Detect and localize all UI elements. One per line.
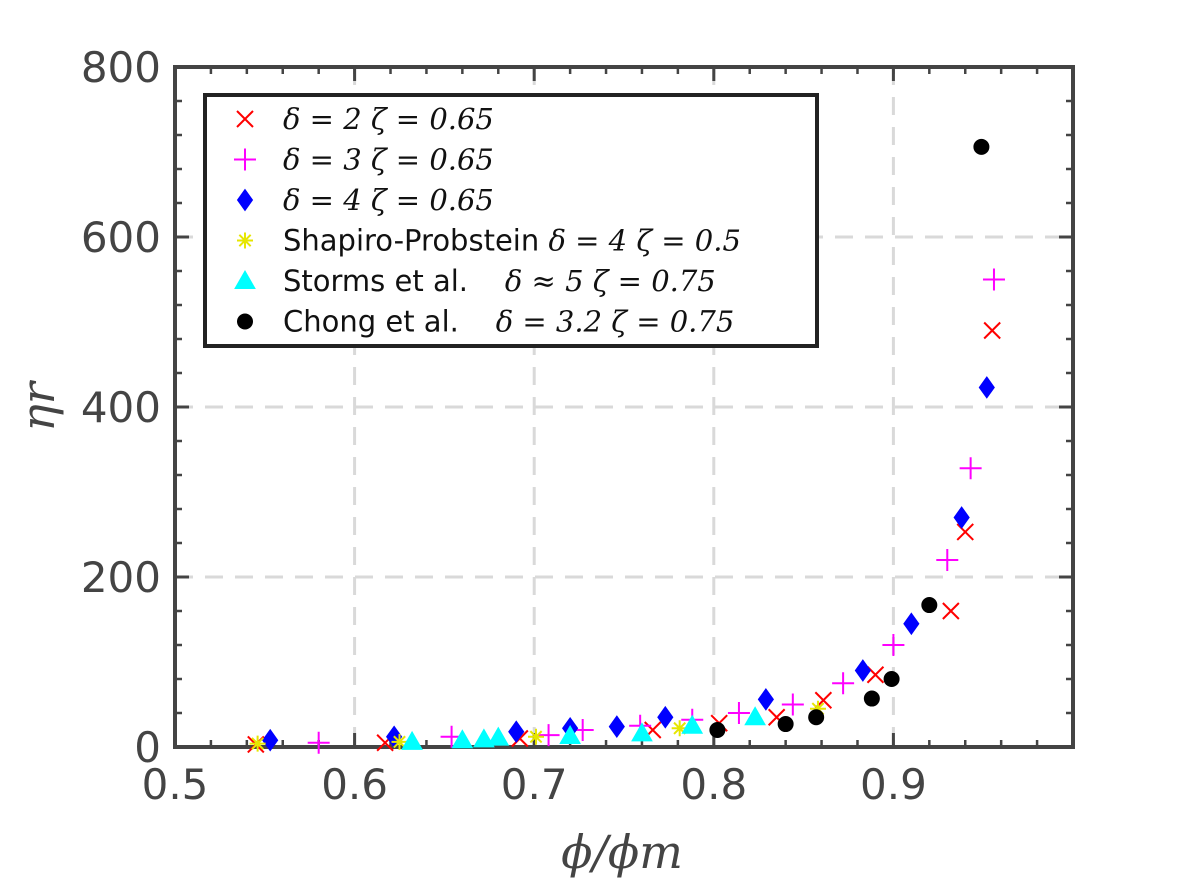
data-point bbox=[727, 702, 750, 724]
data-point bbox=[487, 726, 510, 746]
data-point bbox=[537, 724, 560, 747]
series-0 bbox=[247, 321, 1001, 754]
x-axis-label: ϕ/ϕm bbox=[561, 825, 683, 879]
data-point bbox=[527, 728, 544, 745]
data-point bbox=[953, 506, 970, 529]
data-point bbox=[631, 722, 653, 742]
data-point bbox=[508, 720, 525, 744]
data-point bbox=[249, 735, 266, 752]
x-tick-label: 0.5 bbox=[142, 760, 209, 809]
data-point bbox=[978, 376, 995, 399]
series-5 bbox=[709, 138, 990, 738]
legend-label: δ = 2 ζ = 0.65 bbox=[283, 102, 494, 136]
data-point bbox=[777, 716, 794, 733]
data-point bbox=[757, 688, 774, 711]
data-point bbox=[262, 728, 279, 752]
data-point bbox=[401, 730, 423, 750]
y-tick-label: 400 bbox=[81, 383, 161, 432]
series-2 bbox=[262, 376, 995, 752]
data-point bbox=[657, 705, 674, 729]
plot-frame bbox=[173, 65, 1075, 749]
legend-label: Shapiro-Probstein δ = 4 ζ = 0.5 bbox=[283, 224, 741, 258]
legend-marker bbox=[234, 148, 256, 171]
y-tick-label: 0 bbox=[134, 723, 161, 772]
data-point bbox=[307, 731, 330, 754]
data-point bbox=[744, 706, 766, 726]
data-point bbox=[863, 690, 880, 707]
legend-marker bbox=[237, 232, 253, 249]
legend-label: Storms et al. δ ≈ 5 ζ = 0.75 bbox=[283, 264, 716, 298]
legend-marker bbox=[234, 269, 256, 289]
data-point bbox=[983, 321, 1001, 340]
data-point bbox=[956, 523, 974, 541]
data-point bbox=[973, 138, 990, 155]
legend-label: δ = 3 ζ = 0.65 bbox=[283, 143, 494, 177]
data-point bbox=[809, 700, 826, 717]
legend-marker bbox=[236, 110, 254, 128]
data-point bbox=[781, 693, 804, 716]
data-point bbox=[942, 602, 960, 620]
data-point bbox=[882, 634, 905, 656]
data-point bbox=[451, 729, 474, 749]
series-4 bbox=[401, 706, 766, 750]
legend-label: δ = 4 ζ = 0.65 bbox=[283, 183, 494, 217]
x-tick-label: 0.8 bbox=[680, 760, 747, 809]
legend-marker bbox=[237, 313, 253, 330]
data-point bbox=[559, 724, 581, 744]
y-tick-label: 600 bbox=[81, 213, 161, 262]
data-point bbox=[608, 715, 625, 738]
axes: 0.5 0.6 0.7 0.8 0.9 0 200 400 600 800 bbox=[81, 43, 1075, 809]
data-point bbox=[903, 612, 920, 636]
data-point bbox=[671, 720, 688, 737]
x-tick-label: 0.9 bbox=[860, 760, 927, 809]
y-tick-label: 800 bbox=[81, 43, 161, 92]
legend-marker bbox=[236, 188, 254, 212]
data-point bbox=[959, 457, 982, 480]
legend: δ = 2 ζ = 0.65 δ = 3 ζ = 0.65 δ = 4 ζ = 0.… bbox=[203, 93, 819, 348]
legend-label: Chong et al. δ = 3.2 ζ = 0.75 bbox=[283, 305, 734, 339]
data-point bbox=[681, 714, 704, 734]
data-point bbox=[921, 597, 938, 614]
x-tick-label: 0.6 bbox=[321, 760, 388, 809]
data-point bbox=[982, 268, 1005, 291]
x-tick-label: 0.7 bbox=[501, 760, 568, 809]
data-point bbox=[808, 709, 825, 726]
data-point bbox=[936, 549, 959, 571]
y-tick-label: 200 bbox=[81, 553, 161, 602]
data-point bbox=[854, 659, 871, 682]
data-point bbox=[883, 671, 900, 687]
grid bbox=[175, 67, 1073, 747]
data-point bbox=[832, 672, 855, 695]
data-points bbox=[247, 138, 1005, 754]
y-axis-label: ηr bbox=[11, 379, 65, 432]
data-point bbox=[391, 733, 408, 750]
legend-box bbox=[203, 93, 819, 348]
series-3 bbox=[249, 700, 826, 752]
data-point bbox=[473, 728, 495, 748]
data-point bbox=[709, 722, 726, 738]
